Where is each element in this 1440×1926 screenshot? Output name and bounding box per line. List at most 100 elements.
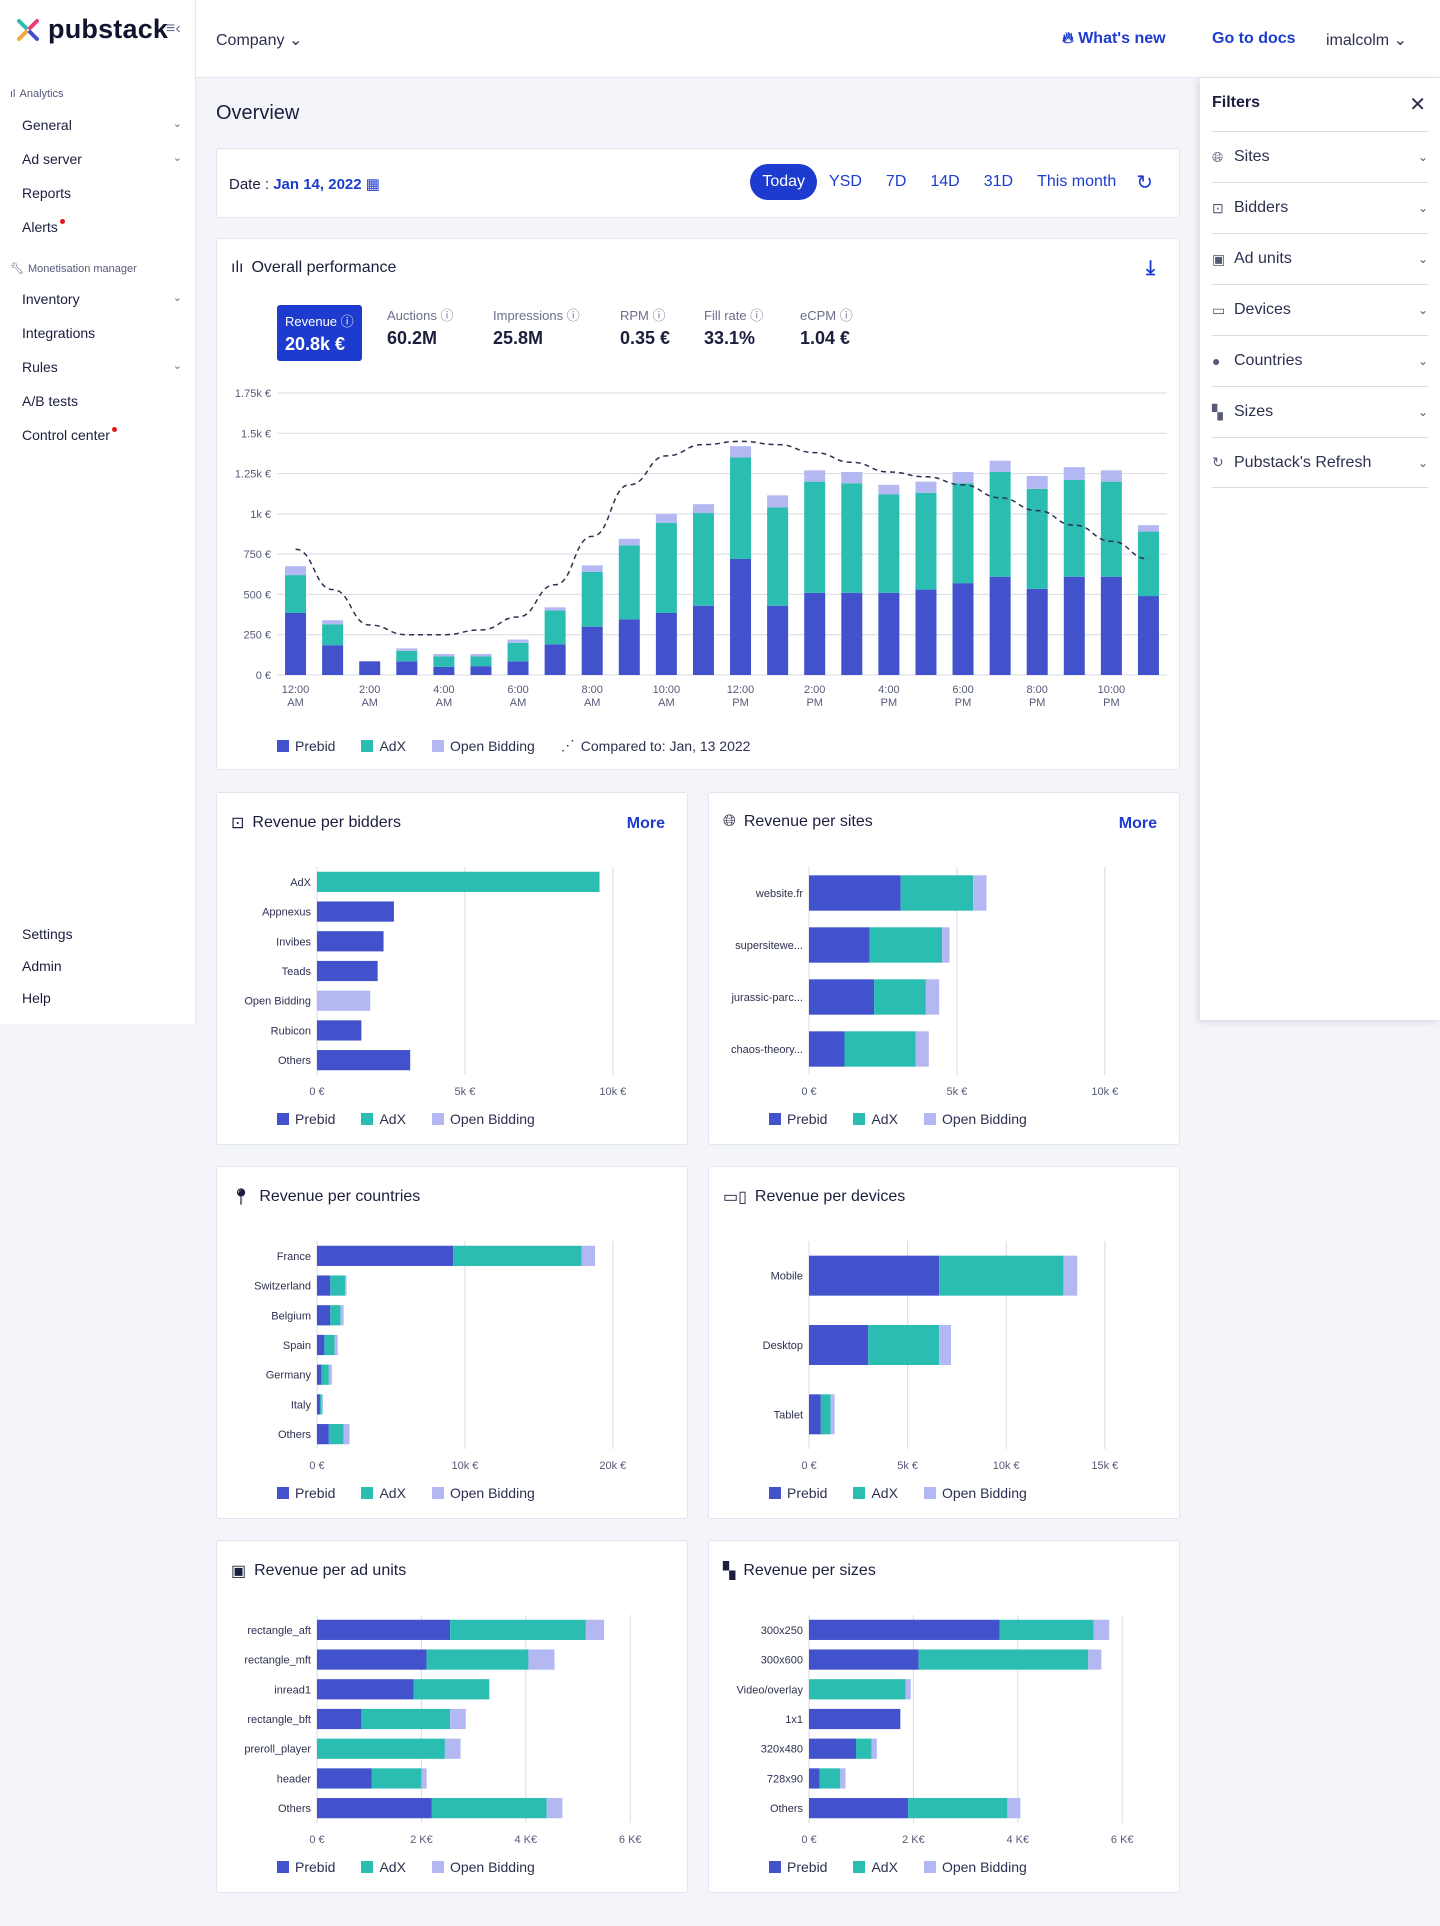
devices-icon: ▭ [1212,301,1226,318]
filter-sizes[interactable]: ▚ Sizes ⌄ [1212,386,1428,437]
download-icon[interactable]: ⤓ [1146,257,1155,279]
nav-control-center[interactable]: Control center [22,427,182,443]
range-31d[interactable]: 31D [983,173,1014,190]
bar-prebid [1063,576,1085,675]
close-icon[interactable]: ✕ [1409,94,1426,116]
go-to-docs-link[interactable]: Go to docs [1212,30,1296,47]
card-title-text: Revenue per bidders [252,814,401,831]
bar-prebid [544,644,566,675]
metric-ecpm[interactable]: eCPM ⓘ 1.04 € [800,305,853,349]
collapse-sidebar-icon[interactable]: ≡‹ [166,20,181,37]
legend-open-bidding[interactable]: Open Bidding [923,1485,1027,1501]
metric-revenue[interactable]: Revenue ⓘ 20.8k € [277,305,362,361]
bar-prebid [809,1708,901,1730]
nav-settings[interactable]: Settings [22,926,182,942]
nav-label: Help [22,990,51,1006]
legend-adx[interactable]: AdX [361,737,406,754]
bar-adx [324,1334,335,1356]
x-tick-label: 6 K€ [619,1834,642,1846]
metric-fill-rate[interactable]: Fill rate ⓘ 33.1% [704,305,763,349]
bar-open-bidding [841,471,863,484]
nav-inventory[interactable]: Inventory ⌄ [22,291,182,307]
whats-new-link[interactable]: 🔥︎ What's new [1062,30,1166,48]
legend-label: AdX [379,737,406,754]
range-today[interactable]: Today [750,164,818,200]
range-this-month[interactable]: This month [1037,173,1117,190]
bar-adx [868,1325,940,1365]
bar-adx [322,624,344,646]
legend-prebid[interactable]: Prebid [769,1485,827,1501]
refresh-icon[interactable]: ↻ [1136,171,1153,194]
nav-alerts[interactable]: Alerts [22,219,182,235]
nav-integrations[interactable]: Integrations [22,325,182,341]
filter-countries[interactable]: ● Countries ⌄ [1212,335,1428,386]
legend-open-bidding[interactable]: Open Bidding [923,1111,1027,1127]
legend-label: AdX [379,1859,406,1875]
nav-general[interactable]: General ⌄ [22,117,182,133]
category-label: Teads [282,966,312,978]
nav-rules[interactable]: Rules ⌄ [22,359,182,375]
range-ysd[interactable]: YSD [829,173,862,190]
legend-prebid[interactable]: Prebid [277,1859,335,1875]
legend-comparison[interactable]: ⋰ Compared to: Jan, 13 2022 [561,737,751,754]
legend-open-bidding[interactable]: Open Bidding [431,1485,535,1501]
legend-adx[interactable]: AdX [361,1111,406,1127]
bar-adx [915,492,937,590]
range-7d[interactable]: 7D [885,173,907,190]
metric-label: RPM [620,308,649,323]
nav-reports[interactable]: Reports [22,185,182,201]
sizes-icon: ▚ [723,1563,736,1580]
nav-ab-tests[interactable]: A/B tests [22,393,182,409]
x-tick-label: 0 € [801,1460,816,1472]
company-selector[interactable]: Company ⌄ [216,30,302,50]
legend-adx[interactable]: AdX [361,1859,406,1875]
bar-open-bidding [345,1275,347,1296]
nav-admin[interactable]: Admin [22,958,182,974]
legend-open-bidding[interactable]: Open Bidding [431,737,535,754]
y-tick-label: 750 € [243,549,271,561]
bar-adx [371,1768,422,1789]
metric-value: 0.35 € [620,328,671,348]
legend-adx[interactable]: AdX [853,1111,898,1127]
more-bidders-link[interactable]: More [626,815,665,832]
filter-bidders[interactable]: ⊡ Bidders ⌄ [1212,182,1428,233]
category-label: inread1 [274,1684,311,1696]
legend-prebid[interactable]: Prebid [277,737,335,754]
topbar: Company ⌄ 🔥︎ What's new Go to docs imalc… [196,0,1440,78]
range-14d[interactable]: 14D [930,173,960,190]
filter-sites[interactable]: 🌐︎ Sites ⌄ [1212,131,1428,182]
filter-refresh[interactable]: ↻ Pubstack's Refresh ⌄ [1212,437,1428,488]
legend-prebid[interactable]: Prebid [769,1111,827,1127]
filter-devices[interactable]: ▭ Devices ⌄ [1212,284,1428,335]
bar-prebid [809,1255,940,1296]
metric-auctions[interactable]: Auctions ⓘ 60.2M [387,305,454,349]
legend-adx[interactable]: AdX [853,1485,898,1501]
legend-adx[interactable]: AdX [361,1485,406,1501]
nav-ad-server[interactable]: Ad server ⌄ [22,151,182,167]
legend-label: AdX [379,1111,406,1127]
more-sites-link[interactable]: More [1118,815,1157,832]
card-title: ▚ Revenue per sizes [723,1561,876,1581]
legend-open-bidding[interactable]: Open Bidding [923,1859,1027,1875]
legend-open-bidding[interactable]: Open Bidding [431,1111,535,1127]
metric-impressions[interactable]: Impressions ⓘ 25.8M [493,305,580,349]
pubstack-logo[interactable]: pubstack [16,14,168,45]
metric-rpm[interactable]: RPM ⓘ 0.35 € [620,305,670,349]
legend-prebid[interactable]: Prebid [769,1859,827,1875]
bar-prebid [809,1738,856,1759]
legend-prebid[interactable]: Prebid [277,1485,335,1501]
legend-adx[interactable]: AdX [853,1859,898,1875]
chevron-down-icon: ⌄ [1417,150,1428,164]
x-tick-label: 4 K€ [515,1834,538,1846]
legend-open-bidding[interactable]: Open Bidding [431,1859,535,1875]
date-picker[interactable]: Date : Jan 14, 2022 ▦ [229,175,380,193]
legend-swatch [853,1487,866,1499]
legend-prebid[interactable]: Prebid [277,1111,335,1127]
user-menu[interactable]: imalcolm ⌄ [1326,30,1407,50]
bar-prebid [804,592,826,675]
filter-ad-units[interactable]: ▣ Ad units ⌄ [1212,233,1428,284]
bar-open-bidding [1088,1649,1102,1670]
nav-help[interactable]: Help [22,990,182,1006]
category-label: 728x90 [767,1773,803,1785]
analytics-icon: ıl [10,88,16,100]
